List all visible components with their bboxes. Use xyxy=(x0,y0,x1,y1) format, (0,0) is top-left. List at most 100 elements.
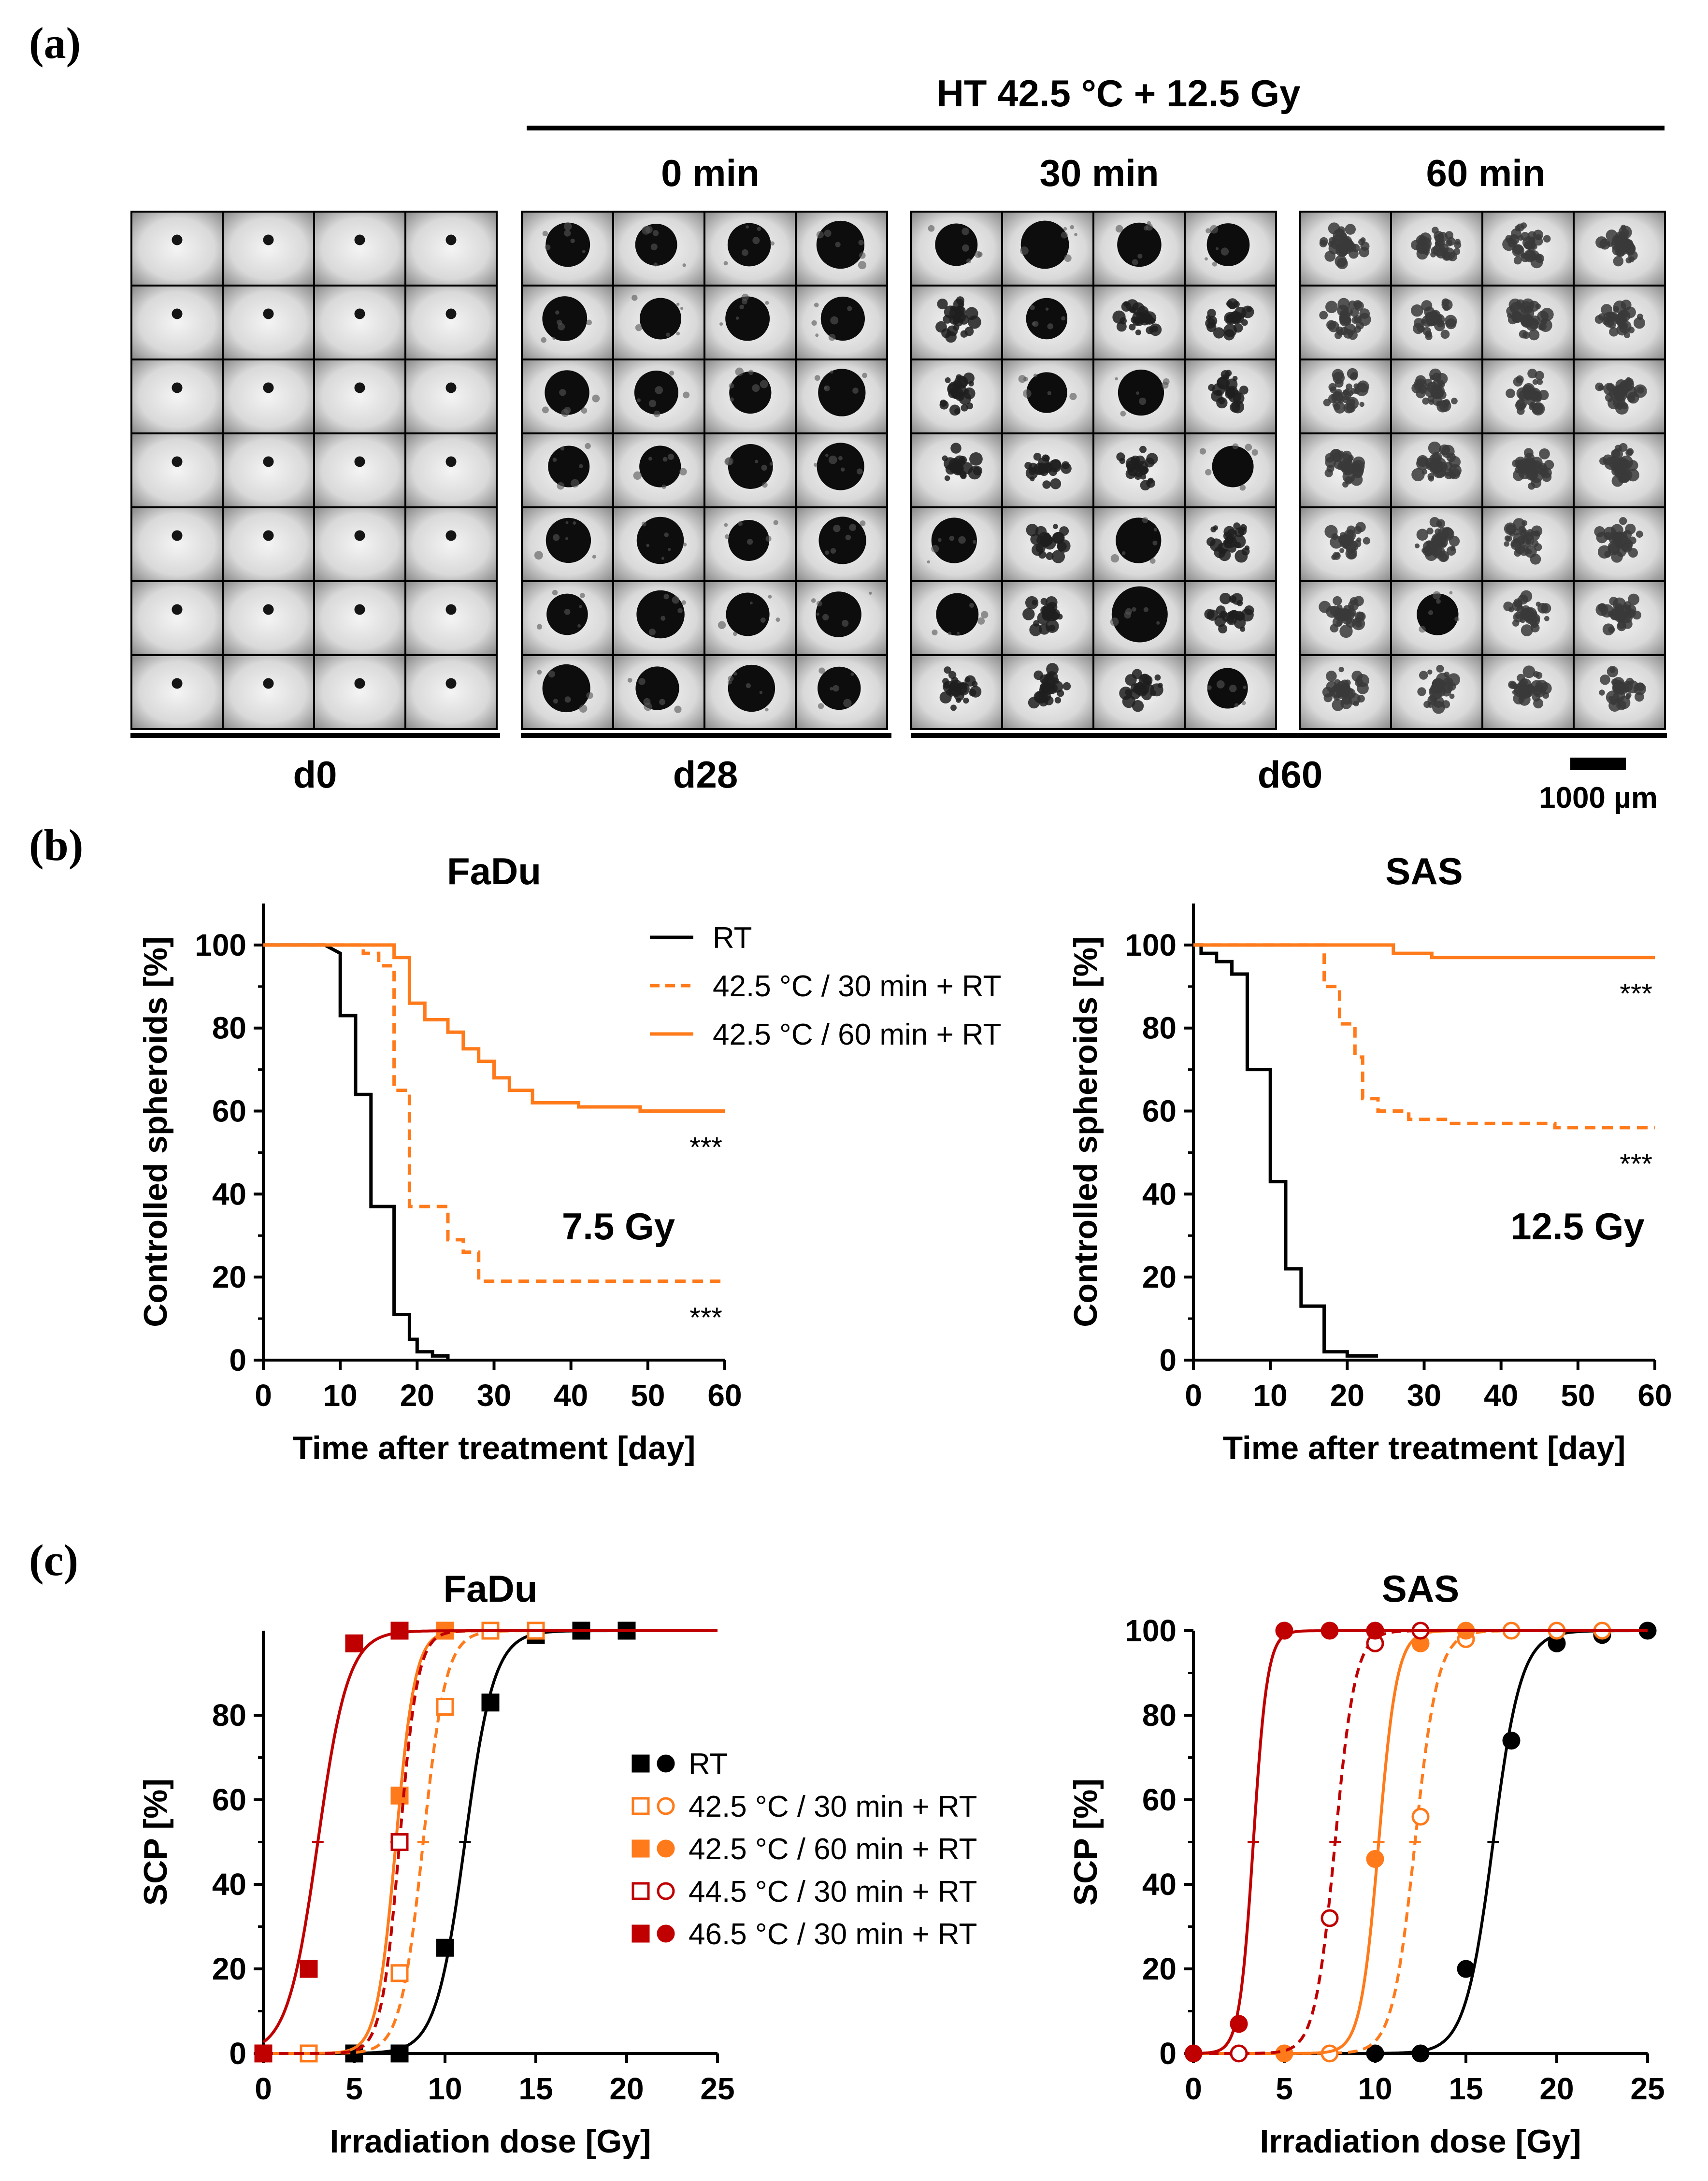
spheroid-image-cell xyxy=(612,211,705,287)
spheroid-image-cell xyxy=(1001,432,1094,508)
spheroid-image-cell xyxy=(1184,506,1277,582)
spheroid-image-cell xyxy=(1184,285,1277,360)
spheroid-image-cell xyxy=(910,211,1003,287)
legend-c: RT 42.5 °C / 30 min + RT 42.5 °C / 60 min … xyxy=(632,1748,977,1951)
x-tick-label: 15 xyxy=(1449,2071,1483,2106)
spheroid-image-cell xyxy=(795,211,888,287)
spheroid-image-cell xyxy=(313,211,406,287)
data-point xyxy=(390,2044,409,2063)
spheroid-image-cell xyxy=(1092,359,1186,434)
spheroid-image-cell xyxy=(521,506,614,582)
data-point xyxy=(390,1964,409,1982)
spheroid-image-cell xyxy=(313,506,406,582)
y-axis-title: SCP [%] xyxy=(137,1779,174,1906)
data-point xyxy=(1366,1850,1384,1868)
spheroid-image-cell xyxy=(795,285,888,360)
y-tick-label: 100 xyxy=(1125,1613,1177,1648)
spheroid-image-cell xyxy=(1481,211,1575,287)
legend-b: RT 42.5 °C / 30 min + RT 42.5 °C / 60 min … xyxy=(650,921,1001,1051)
spheroid-image-cell xyxy=(1092,580,1186,656)
spheroid-image-cell xyxy=(612,580,705,656)
spheroid-image-cell xyxy=(1481,432,1575,508)
spheroid-image-cell xyxy=(1184,359,1277,434)
spheroid-image-cell xyxy=(1184,211,1277,287)
spheroid-image-cell xyxy=(222,359,315,434)
legend-c-square-swatch xyxy=(632,1797,650,1815)
chart-c-sas: 0 5 10 15 20 25 0 20 40 60 80 100 SAS Irradiation dos… xyxy=(1067,1567,1665,2160)
data-point xyxy=(1320,1621,1339,1640)
y-tick-label: 60 xyxy=(212,1782,246,1817)
x-tick-label: 25 xyxy=(1630,2071,1665,2106)
spheroid-image-cell xyxy=(313,654,406,730)
legend-c-square-swatch xyxy=(632,1924,650,1943)
x-axis-title: Irradiation dose [Gy] xyxy=(1260,2123,1581,2160)
spheroid-image-cell xyxy=(313,580,406,656)
chart-b-sas: 0 10 20 30 40 50 60 0 20 40 60 80 100 SAS Time after t… xyxy=(1067,850,1672,1466)
x-tick-label: 5 xyxy=(345,2071,363,2106)
spheroid-image-cell xyxy=(404,285,498,360)
spheroid-image-cell xyxy=(404,432,498,508)
y-axis-title: Controlled spheroids [%] xyxy=(137,936,174,1327)
spheroid-image-cell xyxy=(1573,580,1666,656)
spheroid-image-cell xyxy=(1573,506,1666,582)
chart-title: FaDu xyxy=(444,1567,538,1610)
legend-c-circle-swatch xyxy=(657,1754,675,1773)
spheroid-image-cell xyxy=(1092,432,1186,508)
x-tick-label: 20 xyxy=(1539,2071,1574,2106)
x-tick-label: 50 xyxy=(631,1378,665,1413)
spheroid-image-cell xyxy=(130,359,224,434)
chart-title: FaDu xyxy=(447,850,541,892)
panel-c-label: (c) xyxy=(29,1535,78,1585)
significance-mark: *** xyxy=(1620,978,1652,1010)
data-point xyxy=(1366,1621,1384,1640)
data-point xyxy=(1411,1808,1430,1826)
spheroid-image-cell xyxy=(404,654,498,730)
spheroid-image-cell xyxy=(910,285,1003,360)
spheroid-image-cell xyxy=(1390,359,1483,434)
y-tick-label: 20 xyxy=(212,1260,246,1294)
data-point xyxy=(481,1693,500,1712)
group-header-30min: 30 min xyxy=(1039,152,1159,194)
legend-b-label: RT xyxy=(713,921,752,955)
data-point xyxy=(1230,2044,1248,2063)
spheroid-image-cell xyxy=(1184,580,1277,656)
spheroid-image-cell xyxy=(1184,654,1277,730)
y-tick-label: 60 xyxy=(212,1094,246,1129)
spheroid-image-cell xyxy=(1481,285,1575,360)
treatment-header: HT 42.5 °C + 12.5 Gy xyxy=(936,72,1300,115)
km-series-line xyxy=(1193,943,1655,1130)
y-tick-label: 40 xyxy=(1142,1867,1177,1902)
x-tick-label: 30 xyxy=(477,1378,511,1413)
spheroid-image-cell xyxy=(910,432,1003,508)
spheroid-image-cell xyxy=(130,506,224,582)
data-point xyxy=(1320,1909,1339,1927)
spheroid-image-cell xyxy=(1481,506,1575,582)
spheroid-image-cell xyxy=(703,285,797,360)
x-tick-label: 20 xyxy=(609,2071,644,2106)
spheroid-image-cell xyxy=(703,506,797,582)
y-tick-label: 40 xyxy=(212,1867,246,1902)
spheroid-image-cell xyxy=(910,654,1003,730)
spheroid-image-cell xyxy=(1390,432,1483,508)
spheroid-image-cell xyxy=(612,359,705,434)
spheroid-image-cell xyxy=(521,211,614,287)
spheroid-image-cell xyxy=(521,580,614,656)
legend-c-label: 42.5 °C / 60 min + RT xyxy=(689,1833,977,1866)
spheroid-image-cell xyxy=(404,580,498,656)
spheroid-image-cell xyxy=(703,211,797,287)
spheroid-image-cell xyxy=(1001,654,1094,730)
chart-title: SAS xyxy=(1382,1567,1459,1610)
spheroid-image-cell xyxy=(1092,211,1186,287)
x-tick-label: 0 xyxy=(1185,1378,1202,1413)
spheroid-image-cell xyxy=(1299,285,1392,360)
x-tick-label: 50 xyxy=(1561,1378,1595,1413)
spheroid-image-cell xyxy=(1390,285,1483,360)
km-series-line xyxy=(263,943,725,1113)
legend-c-label: 46.5 °C / 30 min + RT xyxy=(689,1918,977,1951)
spheroid-image-cell xyxy=(521,654,614,730)
spheroid-image-cell xyxy=(612,432,705,508)
x-tick-label: 60 xyxy=(707,1378,742,1413)
significance-mark: *** xyxy=(689,1302,722,1334)
legend-c-square-swatch xyxy=(632,1882,650,1900)
spheroid-image-cell xyxy=(222,654,315,730)
